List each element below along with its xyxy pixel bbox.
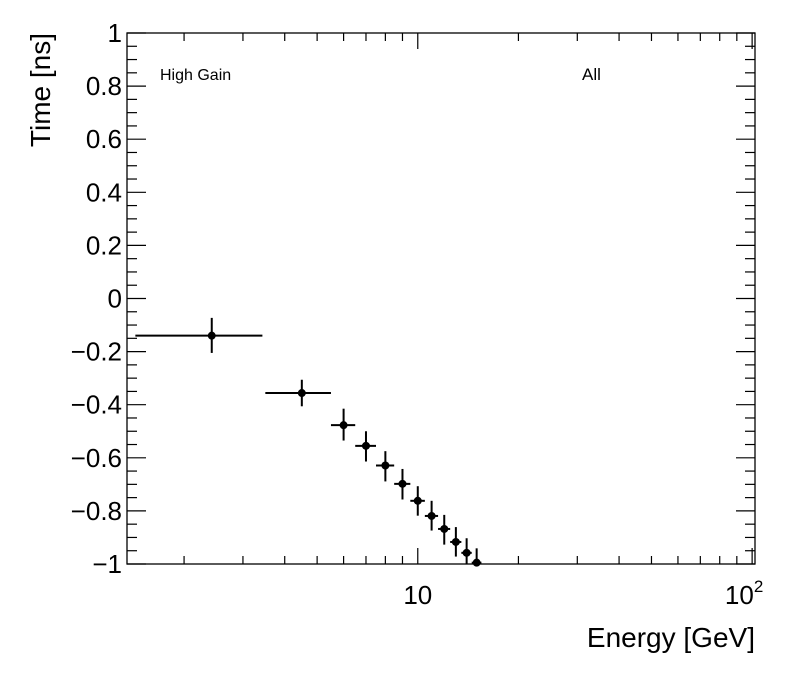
y-tick-label: −0.4 bbox=[71, 390, 122, 420]
x-tick-label: 102 bbox=[725, 577, 763, 610]
y-tick-label: 1 bbox=[108, 18, 122, 48]
data-point bbox=[450, 527, 462, 557]
y-tick-label: 0.6 bbox=[86, 124, 122, 154]
plot-frame bbox=[126, 32, 756, 565]
point-marker bbox=[427, 511, 436, 520]
y-tick-label: −0.8 bbox=[71, 496, 122, 526]
y-tick-label: −1 bbox=[92, 549, 122, 579]
data-point bbox=[376, 451, 395, 482]
point-marker bbox=[440, 524, 449, 533]
data-point bbox=[135, 317, 263, 353]
y-tick-label: 0.4 bbox=[86, 177, 122, 207]
x-axis-title: Energy [GeV] bbox=[587, 622, 755, 653]
point-marker bbox=[462, 548, 471, 557]
point-marker bbox=[207, 331, 216, 340]
data-point bbox=[424, 500, 439, 531]
axes: 1 0.8 0.6 0.4 0.2 0 −0.2 −0.4 −0.6 −0.8 −1 10 102 bbox=[71, 18, 764, 610]
data-point bbox=[265, 379, 331, 407]
y-tick-label: −0.2 bbox=[71, 337, 122, 367]
x-tick-label: 10 bbox=[403, 580, 432, 610]
point-marker bbox=[398, 479, 407, 488]
point-marker bbox=[297, 389, 306, 398]
annotation-high-gain: High Gain bbox=[160, 67, 231, 84]
y-tick-label: −0.6 bbox=[71, 443, 122, 473]
point-marker bbox=[339, 421, 348, 430]
point-marker bbox=[472, 558, 481, 567]
y-axis-title: Time [ns] bbox=[25, 33, 56, 147]
data-point bbox=[461, 538, 472, 564]
y-tick-label: 0.8 bbox=[86, 71, 122, 101]
point-marker bbox=[381, 461, 390, 470]
data-point bbox=[471, 548, 482, 567]
data-point bbox=[330, 408, 356, 441]
data-point bbox=[410, 486, 425, 516]
data-point bbox=[394, 468, 411, 500]
point-marker bbox=[451, 537, 460, 546]
data-point bbox=[355, 431, 377, 462]
y-tick-label: 0.2 bbox=[86, 230, 122, 260]
data-point bbox=[438, 514, 451, 545]
annotation-all: All bbox=[582, 65, 601, 84]
data-points bbox=[135, 317, 482, 567]
y-tick-label: 0 bbox=[108, 284, 122, 314]
point-marker bbox=[361, 441, 370, 450]
point-marker bbox=[413, 496, 422, 505]
